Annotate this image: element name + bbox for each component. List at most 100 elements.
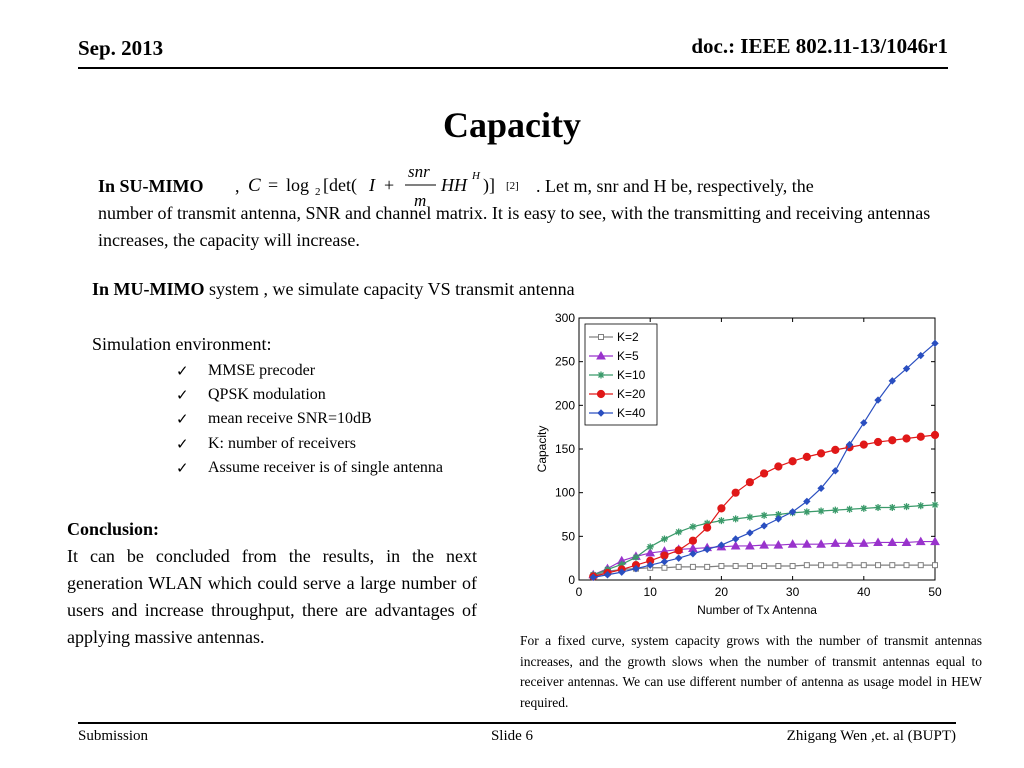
- formula-det-open: [det(: [323, 175, 357, 196]
- data-point: [731, 488, 740, 497]
- data-point: [775, 563, 782, 570]
- data-point: [816, 539, 826, 548]
- y-tick-label: 300: [555, 311, 575, 325]
- data-point: [674, 546, 683, 555]
- data-point: [874, 504, 882, 512]
- data-point: [818, 562, 825, 569]
- data-point: [761, 563, 768, 570]
- data-point: [717, 517, 725, 525]
- su-mimo-label: In SU-MIMO: [98, 176, 204, 196]
- x-tick-label: 50: [928, 585, 942, 599]
- checklist-item: ✓ K: number of receivers: [176, 432, 443, 456]
- formula-close: )]: [483, 175, 495, 196]
- data-point: [888, 436, 897, 445]
- data-point: [901, 537, 912, 546]
- x-tick-label: 0: [576, 585, 583, 599]
- x-tick-label: 30: [786, 585, 800, 599]
- data-point: [704, 563, 711, 570]
- conclusion-title: Conclusion:: [67, 519, 160, 539]
- data-point: [889, 562, 896, 569]
- data-point: [632, 553, 640, 561]
- footer-slide-number: Slide 6: [490, 728, 534, 744]
- mu-mimo-label: In MU-MIMO: [92, 279, 205, 299]
- data-point: [632, 564, 640, 573]
- legend-label: K=5: [617, 349, 639, 363]
- y-tick-label: 50: [562, 529, 576, 543]
- data-point: [860, 562, 867, 569]
- slide-title: Capacity: [443, 105, 581, 145]
- header-doc-id: doc.: IEEE 802.11-13/1046r1: [691, 34, 948, 58]
- data-point: [803, 508, 811, 516]
- data-point: [689, 523, 697, 531]
- data-point: [830, 538, 841, 547]
- formula-frac-num: snr: [408, 162, 430, 181]
- data-point: [932, 562, 938, 569]
- data-point: [846, 562, 853, 569]
- data-point: [845, 440, 854, 449]
- data-point: [646, 543, 654, 551]
- data-point: [846, 505, 854, 513]
- data-point: [888, 504, 896, 512]
- data-point: [674, 554, 683, 562]
- x-axis-label: Number of Tx Antenna: [697, 603, 817, 617]
- su-mimo-block: In SU-MIMO , C = log 2 [det( I + snr m H…: [98, 160, 940, 254]
- checklist-item-label: K: number of receivers: [208, 434, 356, 452]
- legend-marker: [597, 371, 605, 379]
- legend-marker: [596, 389, 606, 399]
- data-point: [803, 497, 811, 506]
- data-point: [858, 538, 869, 547]
- data-point: [888, 377, 896, 385]
- formula-frac-den: m: [414, 191, 426, 210]
- formula-hh: HH: [440, 175, 468, 195]
- data-point: [930, 536, 940, 546]
- data-point: [703, 519, 711, 527]
- checklist-item: ✓ mean receive SNR=10dB: [176, 407, 443, 431]
- data-point: [875, 562, 882, 569]
- data-point: [816, 449, 826, 458]
- data-point: [817, 507, 825, 515]
- formula-sup-h: H: [471, 170, 481, 182]
- legend-marker: [596, 350, 606, 360]
- data-point: [873, 537, 883, 546]
- mu-mimo-line: In MU-MIMO system , we simulate capacity…: [92, 279, 575, 300]
- data-point: [817, 484, 825, 493]
- data-point: [745, 540, 755, 550]
- header-divider: [78, 67, 948, 69]
- data-point: [703, 545, 711, 554]
- data-point: [731, 535, 740, 543]
- data-point: [759, 540, 769, 549]
- su-mimo-line1: . Let m, snr and H be, respectively, the: [536, 176, 814, 196]
- simulation-checklist: ✓ MMSE precoder ✓ QPSK modulation ✓ mean re…: [176, 359, 443, 480]
- x-tick-label: 20: [715, 585, 729, 599]
- y-tick-label: 200: [555, 398, 575, 412]
- formula-lhs: C: [248, 175, 261, 196]
- data-point: [675, 528, 683, 536]
- data-point: [788, 508, 797, 516]
- conclusion-block: Conclusion: It can be concluded from the…: [67, 516, 477, 651]
- data-point: [902, 434, 911, 443]
- checklist-item-label: QPSK modulation: [208, 386, 326, 404]
- formula-plus: +: [384, 175, 394, 195]
- y-tick-label: 150: [555, 442, 575, 456]
- data-point: [931, 501, 939, 509]
- data-point: [774, 515, 783, 523]
- data-point: [930, 430, 940, 440]
- footer-author: Zhigang Wen ,et. al (BUPT): [786, 728, 956, 744]
- formula-log-base: 2: [315, 186, 321, 198]
- data-point: [859, 440, 868, 449]
- legend-label: K=20: [617, 387, 646, 401]
- data-point: [917, 562, 924, 569]
- y-axis-label: Capacity: [535, 426, 549, 473]
- checklist-item: ✓ QPSK modulation: [176, 383, 443, 407]
- data-point: [717, 541, 726, 549]
- legend-marker: [598, 334, 604, 340]
- legend-marker: [597, 409, 605, 417]
- data-point: [689, 550, 697, 558]
- data-point: [688, 536, 698, 545]
- data-point: [803, 562, 810, 569]
- formula-ref: [2]: [506, 180, 519, 192]
- data-point: [675, 563, 682, 570]
- data-point: [660, 557, 669, 566]
- data-point: [760, 522, 768, 530]
- y-tick-label: 100: [555, 486, 575, 500]
